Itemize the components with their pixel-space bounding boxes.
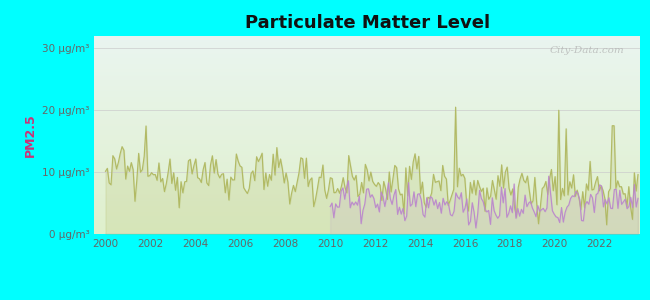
- Text: City-Data.com: City-Data.com: [549, 46, 624, 55]
- Text: Particulate Matter Level: Particulate Matter Level: [244, 14, 490, 32]
- Y-axis label: PM2.5: PM2.5: [23, 113, 36, 157]
